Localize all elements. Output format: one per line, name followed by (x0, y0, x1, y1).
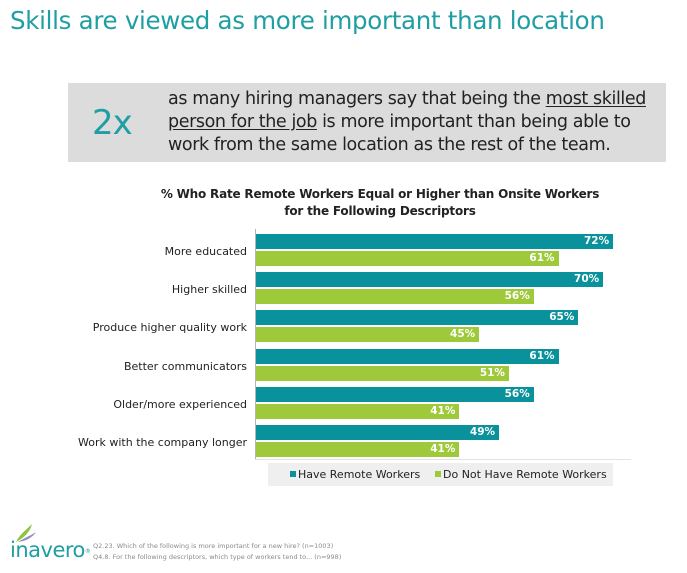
chart-row: Produce higher quality work 65% 45% (0, 310, 687, 348)
category-label: More educated (164, 245, 247, 258)
legend-item-no-remote: Do Not Have Remote Workers (435, 468, 607, 481)
legend-label: Do Not Have Remote Workers (443, 468, 607, 481)
callout-text-after: is more important than being able to wor… (168, 112, 631, 155)
callout-text: as many hiring managers say that being t… (168, 88, 658, 157)
chart-legend: Have Remote Workers Do Not Have Remote W… (268, 463, 613, 486)
x-axis-baseline (255, 459, 631, 460)
bar-no-remote: 45% (256, 327, 480, 343)
footnote-1: Q2.23. Which of the following is more im… (93, 542, 334, 550)
chart-title-line-1: % Who Rate Remote Workers Equal or Highe… (160, 187, 600, 201)
callout-stat: 2x (92, 103, 133, 143)
footnotes: Q2.23. Which of the following is more im… (93, 541, 341, 563)
bar-no-remote: 41% (256, 403, 460, 419)
bar-have-remote: 65% (256, 310, 579, 326)
bar-no-remote: 61% (256, 251, 559, 266)
chart-row: More educated 72% 61% (0, 234, 687, 272)
inavero-logo: inavero® (10, 524, 91, 564)
bar-have-remote: 61% (256, 348, 559, 364)
chart-row: Older/more experienced 56% 41% (0, 386, 687, 425)
category-label: Higher skilled (171, 283, 247, 297)
category-label: Better communicators (123, 359, 247, 373)
chart-title-line-2: for the Following Descriptors (284, 204, 476, 218)
chart-row: Higher skilled 70% 56% (0, 272, 687, 310)
footnote-2: Q4.8. For the following descriptors, whi… (93, 553, 342, 561)
logo-text: inavero (10, 538, 85, 562)
callout-box: 2x as many hiring managers say that bein… (68, 83, 666, 162)
bar-no-remote: 41% (256, 442, 460, 457)
bar-have-remote: 72% (256, 234, 614, 249)
slide-title: Skills are viewed as more important than… (10, 6, 605, 35)
logo-wordmark: inavero® (10, 538, 91, 562)
leaf-logo-icon (16, 524, 36, 542)
legend-item-have-remote: Have Remote Workers (290, 468, 420, 481)
bar-have-remote: 70% (256, 272, 604, 288)
chart-row: Better communicators 61% 51% (0, 348, 687, 387)
legend-swatch-teal-icon (290, 471, 296, 477)
legend-label: Have Remote Workers (298, 468, 421, 481)
callout-text-underlined: most skilled person for the job (168, 89, 646, 132)
callout-text-before: as many hiring managers say that being t… (168, 89, 546, 109)
bar-have-remote: 49% (256, 425, 500, 440)
bar-no-remote: 56% (256, 289, 534, 305)
registered-mark: ® (84, 548, 91, 555)
bar-no-remote: 51% (256, 365, 509, 381)
legend-swatch-green-icon (435, 471, 441, 477)
category-label: Work with the company longer (78, 436, 247, 449)
bar-have-remote: 56% (256, 386, 534, 402)
category-label: Produce higher quality work (92, 321, 247, 335)
chart-row: Work with the company longer 49% 41% (0, 425, 687, 463)
y-axis-line (255, 229, 256, 460)
chart-title: % Who Rate Remote Workers Equal or Highe… (150, 186, 610, 220)
category-label: Older/more experienced (113, 397, 247, 411)
